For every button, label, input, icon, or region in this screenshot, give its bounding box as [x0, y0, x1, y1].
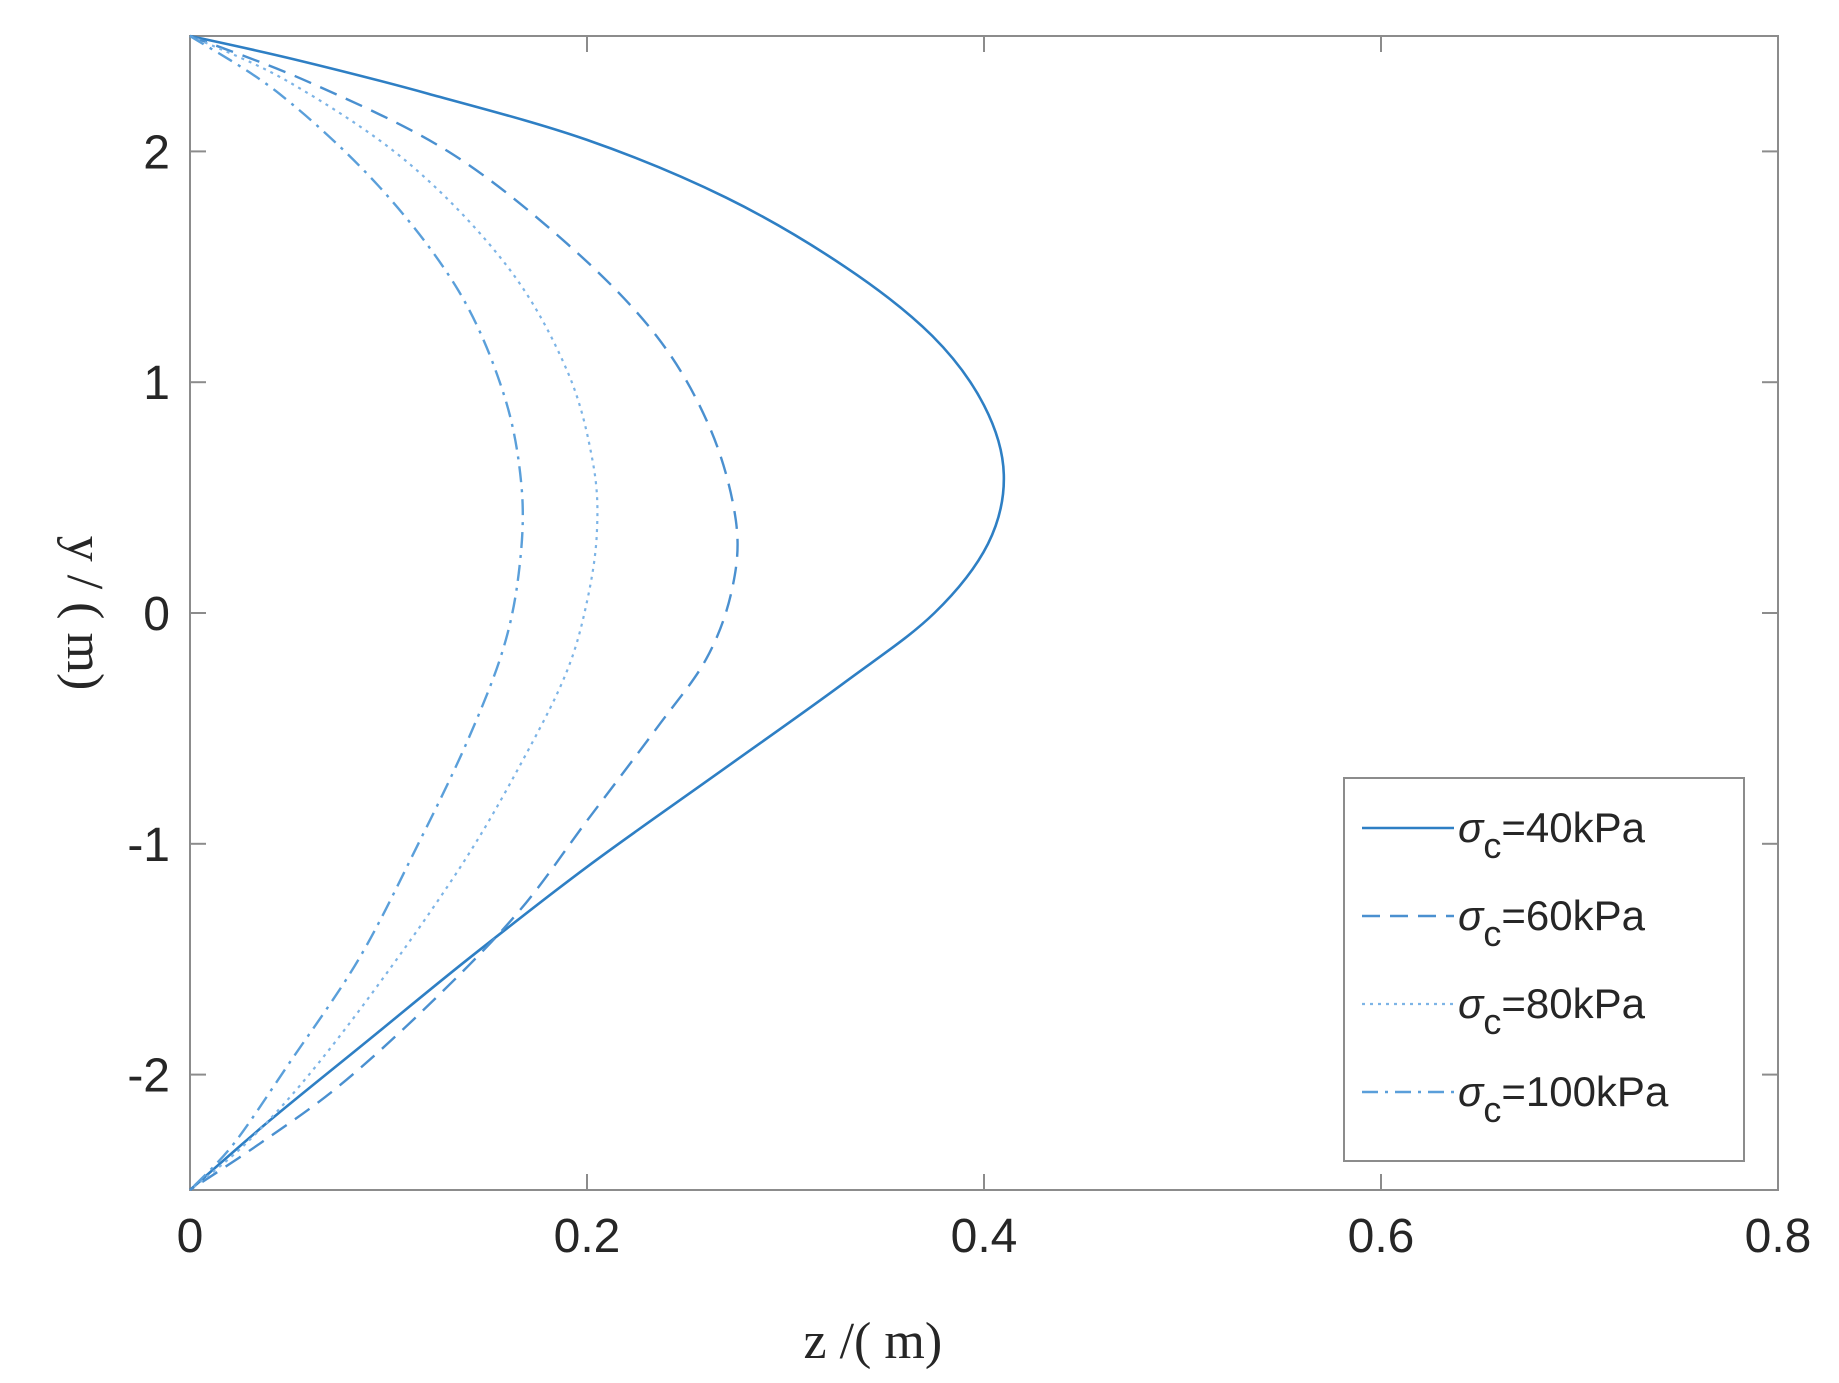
x-tick-label: 0.2	[554, 1210, 621, 1263]
x-tick-label: 0.4	[951, 1210, 1018, 1263]
legend-entry: σc=60kPa	[1362, 892, 1646, 954]
y-axis-label: y / ( m)	[56, 536, 113, 691]
y-tick-label: 0	[143, 588, 170, 641]
x-tick-label: 0.8	[1745, 1210, 1812, 1263]
legend-label: σc=40kPa	[1458, 804, 1646, 866]
legend-entry: σc=100kPa	[1362, 1068, 1669, 1130]
y-tick-label: 2	[143, 126, 170, 179]
legend-box	[1343, 777, 1745, 1162]
series-layer	[189, 34, 1006, 1191]
tick-labels: 0 0.2 0.4 0.6 0.8 -2 -1 0 1 2	[127, 126, 1811, 1263]
series-line-3	[189, 35, 599, 1191]
legend-label: σc=80kPa	[1458, 980, 1646, 1042]
y-tick-label: 1	[143, 357, 170, 410]
y-tick-label: -1	[127, 819, 170, 872]
legend-entry: σc=80kPa	[1362, 980, 1646, 1042]
x-axis-label: z /( m)	[804, 1313, 943, 1370]
legend: σc=40kPa σc=60kPa σc=80kPa σc=100kPa	[1343, 777, 1745, 1162]
series-line-1	[189, 34, 1006, 1191]
x-tick-label: 0	[177, 1210, 204, 1263]
series-line-2	[189, 34, 739, 1191]
x-tick-label: 0.6	[1348, 1210, 1415, 1263]
legend-entry: σc=40kPa	[1362, 804, 1646, 866]
axis-ticks	[189, 36, 1779, 1190]
y-tick-label: -2	[127, 1050, 170, 1103]
legend-label: σc=60kPa	[1458, 892, 1646, 954]
series-line-4	[189, 34, 524, 1191]
legend-label: σc=100kPa	[1458, 1068, 1669, 1130]
